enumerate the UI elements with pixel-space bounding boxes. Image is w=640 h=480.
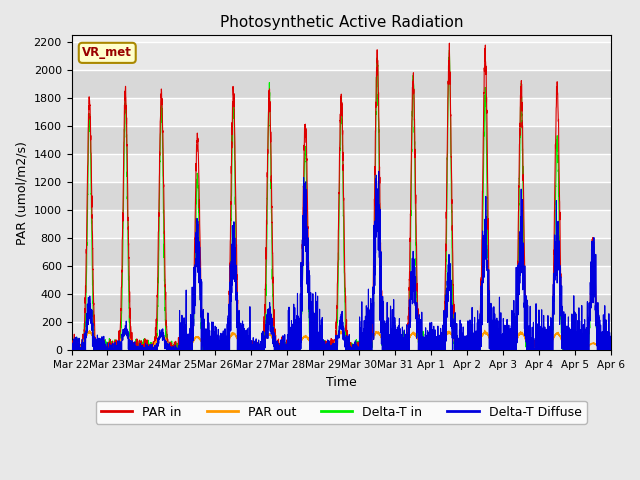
Bar bbox=[72, 210, 611, 239]
Bar bbox=[72, 323, 611, 350]
Bar bbox=[72, 266, 611, 294]
Bar bbox=[72, 98, 611, 126]
Bar bbox=[72, 42, 611, 71]
X-axis label: Time: Time bbox=[326, 376, 356, 389]
Text: VR_met: VR_met bbox=[83, 47, 132, 60]
Bar bbox=[72, 294, 611, 323]
Legend: PAR in, PAR out, Delta-T in, Delta-T Diffuse: PAR in, PAR out, Delta-T in, Delta-T Dif… bbox=[96, 401, 587, 424]
Bar bbox=[72, 182, 611, 210]
Bar bbox=[72, 126, 611, 155]
Bar bbox=[72, 239, 611, 266]
Title: Photosynthetic Active Radiation: Photosynthetic Active Radiation bbox=[220, 15, 463, 30]
Bar bbox=[72, 71, 611, 98]
Bar bbox=[72, 155, 611, 182]
Y-axis label: PAR (umol/m2/s): PAR (umol/m2/s) bbox=[15, 141, 28, 245]
